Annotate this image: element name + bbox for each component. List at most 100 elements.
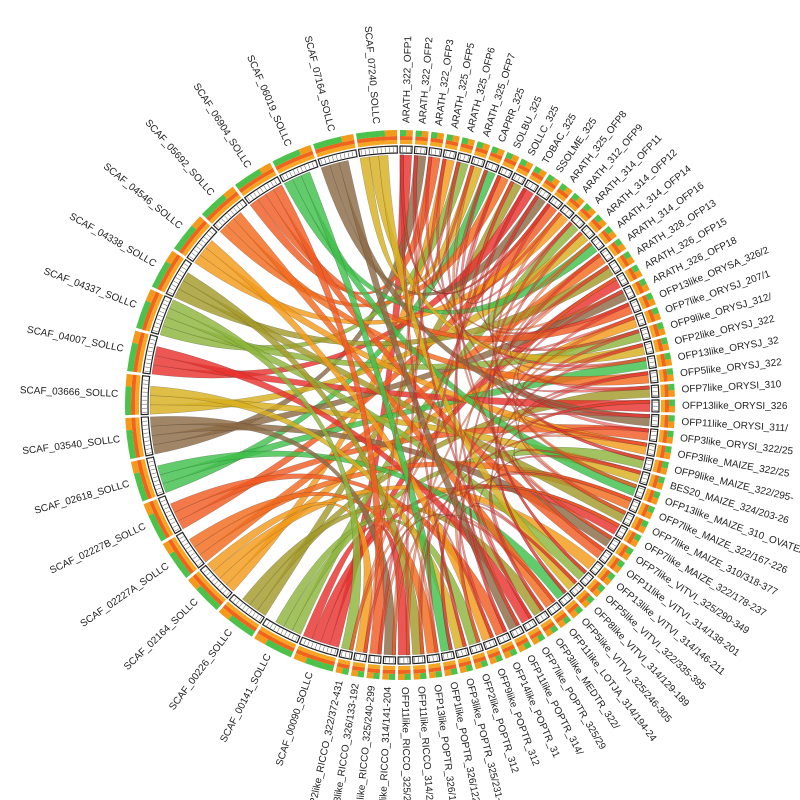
tick xyxy=(434,149,437,155)
tick xyxy=(634,308,640,311)
segment-band xyxy=(529,629,543,640)
tick xyxy=(328,157,330,163)
tick xyxy=(511,631,515,637)
segment-band xyxy=(125,386,132,416)
segment-band xyxy=(496,148,505,157)
segment-band xyxy=(131,417,141,458)
segment-band xyxy=(666,436,674,444)
segment-band xyxy=(467,138,476,147)
segment-band xyxy=(587,207,597,217)
segment-track xyxy=(145,456,165,497)
segment-band xyxy=(459,146,473,154)
tick xyxy=(150,338,156,341)
tick xyxy=(620,278,625,282)
tick xyxy=(581,580,586,585)
tick xyxy=(633,304,638,308)
segment-band xyxy=(313,136,343,150)
segment-band xyxy=(618,544,629,558)
tick xyxy=(274,179,277,185)
segment-band xyxy=(487,650,501,659)
tick xyxy=(203,569,208,573)
segment-band xyxy=(501,644,516,654)
tick xyxy=(179,270,185,274)
segment-band xyxy=(562,615,572,625)
tick xyxy=(464,649,467,655)
segment-band xyxy=(604,225,613,235)
segment-band xyxy=(596,566,608,580)
tick xyxy=(273,625,277,631)
segment-band xyxy=(503,157,517,167)
segment-band xyxy=(641,283,650,293)
segment-label: SCAF_03666_SOLLC xyxy=(20,385,119,400)
tick xyxy=(227,212,232,218)
tick xyxy=(445,151,447,157)
segment-band xyxy=(238,168,275,193)
segment-band xyxy=(602,576,612,586)
segment-band xyxy=(531,636,540,646)
tick xyxy=(449,151,451,157)
tick xyxy=(175,277,181,281)
segment-band xyxy=(634,269,643,279)
tick xyxy=(587,574,592,579)
segment-band xyxy=(413,673,421,680)
segment-band xyxy=(546,174,555,183)
segment-band xyxy=(459,665,467,674)
tick xyxy=(159,496,165,499)
tick xyxy=(284,631,287,636)
tick xyxy=(330,648,333,654)
tick xyxy=(173,280,179,284)
segment-band xyxy=(538,169,547,178)
segment-band xyxy=(660,337,668,345)
tick xyxy=(609,546,614,550)
segment-band xyxy=(517,644,526,653)
tick xyxy=(206,233,211,238)
segment-track xyxy=(228,593,266,625)
segment-band xyxy=(659,445,666,459)
tick xyxy=(266,621,270,627)
tick xyxy=(253,192,257,197)
tick xyxy=(491,164,494,170)
segment-band xyxy=(350,669,359,677)
segment-band xyxy=(149,500,170,539)
segment-band xyxy=(367,664,381,670)
segment-label: ARATH_322_OFP2 xyxy=(417,36,435,124)
segment-band xyxy=(143,502,154,516)
ribbon xyxy=(369,155,646,364)
segment-track xyxy=(639,325,652,341)
tick xyxy=(643,336,649,339)
segment-band xyxy=(293,652,308,664)
segment-band xyxy=(502,161,516,170)
tick xyxy=(256,190,261,195)
tick xyxy=(646,459,652,462)
segment-band xyxy=(631,264,640,273)
tick xyxy=(196,246,201,250)
segment-band xyxy=(575,589,588,601)
tick xyxy=(149,464,155,467)
tick xyxy=(355,150,358,156)
segment-band xyxy=(127,342,139,372)
segment-label: OFP11like_RICCO_314/203-266 xyxy=(415,686,437,800)
segment-band xyxy=(664,352,672,360)
segment-band xyxy=(626,531,637,545)
tick xyxy=(214,580,219,585)
tick xyxy=(285,173,289,179)
tick xyxy=(481,160,484,166)
segment-band xyxy=(652,490,661,499)
tick xyxy=(637,314,642,318)
segment-band xyxy=(191,216,205,230)
segment-band xyxy=(653,313,662,322)
segment-band xyxy=(660,353,667,367)
segment-band xyxy=(630,538,639,548)
tick xyxy=(631,301,637,304)
segment-band xyxy=(275,150,314,171)
tick xyxy=(289,171,292,177)
segment-band xyxy=(625,546,634,556)
tick xyxy=(144,370,150,372)
segment-band xyxy=(131,374,137,415)
tick xyxy=(598,244,603,249)
segment-band xyxy=(201,194,227,219)
tick xyxy=(145,362,151,364)
segment-band xyxy=(511,154,520,163)
segment-band xyxy=(564,599,577,611)
segment-band xyxy=(661,461,669,469)
